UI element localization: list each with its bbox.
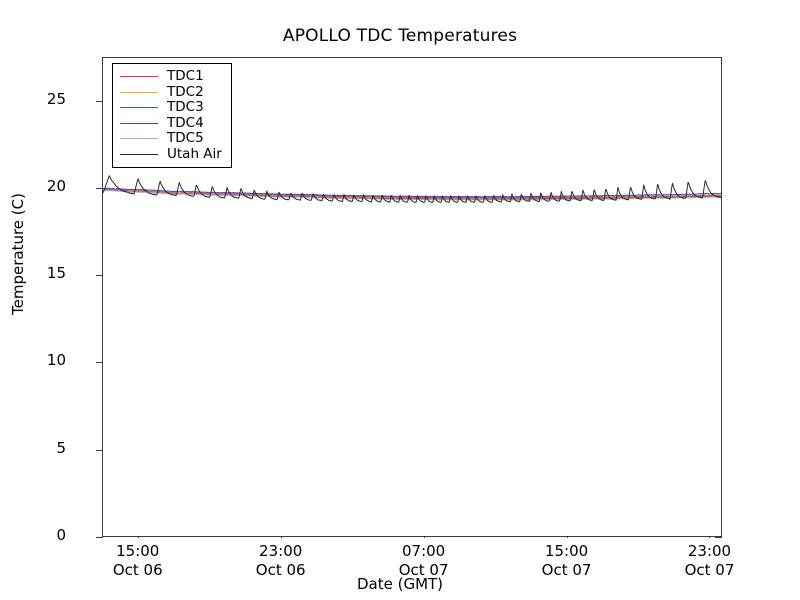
x-axis-label: Date (GMT) bbox=[356, 575, 444, 593]
x-axis-tick-label: 23:00 Oct 06 bbox=[211, 542, 351, 580]
legend-item: TDC4 bbox=[120, 116, 222, 132]
legend-item-label: TDC1 bbox=[167, 68, 204, 84]
legend-item: TDC1 bbox=[120, 69, 222, 85]
series-line-tdc1 bbox=[103, 189, 721, 198]
y-axis-tick-mark bbox=[96, 537, 103, 538]
x-axis-tick-date: Oct 07 bbox=[541, 560, 592, 579]
x-axis-tick-date: Oct 07 bbox=[398, 560, 449, 579]
x-axis-tick-date: Oct 07 bbox=[684, 560, 735, 579]
legend-color-swatch bbox=[120, 138, 158, 140]
y-axis-tick-label: 15 bbox=[46, 264, 66, 283]
legend-color-swatch bbox=[120, 122, 158, 124]
legend-item-label: TDC4 bbox=[167, 114, 204, 131]
x-axis-tick-date: Oct 06 bbox=[255, 560, 306, 579]
legend-item-label: Utah Air bbox=[167, 145, 222, 162]
y-axis-tick-mark bbox=[96, 100, 103, 102]
legend-item-label: TDC2 bbox=[167, 83, 204, 100]
x-axis-tick-time: 15:00 bbox=[544, 542, 589, 560]
legend: TDC1 TDC2 TDC3 TDC4 TDC5 Utah Air bbox=[112, 63, 232, 168]
legend-item: Utah Air bbox=[120, 147, 222, 163]
x-axis-tick-label: 23:00 Oct 07 bbox=[639, 542, 779, 580]
y-axis-label: Temperature (C) bbox=[9, 193, 27, 315]
legend-color-swatch bbox=[120, 107, 158, 109]
page-title: APOLLO TDC Temperatures bbox=[282, 26, 518, 46]
legend-color-swatch bbox=[120, 153, 158, 155]
y-axis-tick-mark bbox=[96, 275, 103, 277]
series-line-tdc4 bbox=[103, 188, 721, 197]
y-axis-tick-mark bbox=[96, 187, 103, 189]
y-axis-tick-mark bbox=[96, 449, 103, 451]
legend-item: TDC2 bbox=[120, 85, 222, 101]
x-axis-tick-time: 23:00 bbox=[259, 542, 303, 560]
x-axis-tick-time: 07:00 bbox=[401, 542, 446, 560]
y-axis-tick-mark bbox=[96, 362, 103, 364]
x-axis-tick-label: 15:00 Oct 07 bbox=[497, 542, 637, 580]
legend-item-label: TDC5 bbox=[167, 130, 204, 146]
y-axis-tick-label: 20 bbox=[46, 176, 66, 195]
y-axis-tick-label: 0 bbox=[56, 526, 66, 544]
y-axis-tick-label: 10 bbox=[46, 351, 66, 370]
x-axis-tick-time: 23:00 bbox=[687, 542, 732, 560]
y-axis-tick-label: 5 bbox=[56, 438, 66, 457]
series-line-utah-air bbox=[103, 176, 721, 203]
legend-item: TDC5 bbox=[120, 131, 222, 147]
y-axis-tick-mark-right bbox=[715, 537, 722, 538]
legend-item: TDC3 bbox=[120, 100, 222, 116]
legend-color-swatch bbox=[120, 91, 158, 93]
legend-color-swatch bbox=[120, 76, 158, 78]
series-line-tdc5 bbox=[103, 190, 721, 200]
x-axis-tick-label: 07:00 Oct 07 bbox=[354, 542, 494, 580]
x-axis-tick-date: Oct 06 bbox=[112, 560, 163, 579]
x-axis-tick-time: 15:00 bbox=[116, 542, 160, 560]
legend-item-label: TDC3 bbox=[167, 99, 204, 115]
x-axis-tick-label: 15:00 Oct 06 bbox=[68, 542, 208, 580]
plot-svg bbox=[103, 58, 721, 536]
y-axis-tick-label: 25 bbox=[46, 89, 66, 108]
